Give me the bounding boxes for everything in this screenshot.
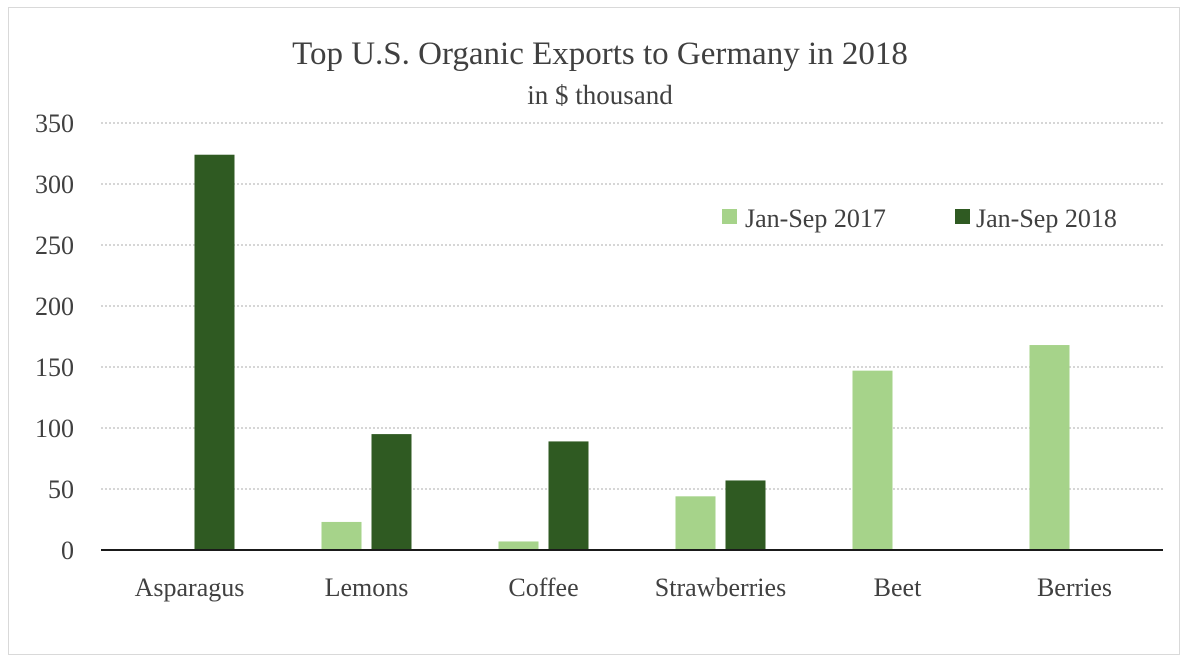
bar-2017 [498,541,539,550]
bar-2017 [852,370,893,550]
chart-subtitle: in $ thousand [527,80,673,110]
bar-2018 [548,441,589,550]
x-tick-label: Strawberries [655,573,786,602]
chart-title: Top U.S. Organic Exports to Germany in 2… [292,36,908,72]
y-tick-label: 350 [35,109,74,138]
x-tick-label: Berries [1037,573,1112,602]
y-tick-label: 300 [35,170,74,199]
legend-label-2017: Jan-Sep 2017 [745,204,886,233]
x-tick-label: Beet [874,573,922,602]
legend: Jan-Sep 2017 Jan-Sep 2018 [722,204,1117,233]
y-axis-ticks: 0 50 100 150 200 250 300 350 [35,109,74,565]
x-tick-label: Asparagus [135,573,245,602]
legend-label-2018: Jan-Sep 2018 [976,204,1117,233]
bar-2017 [1029,345,1070,550]
x-tick-label: Lemons [325,573,409,602]
gridlines [101,122,1163,490]
bar-2018 [371,434,412,550]
legend-swatch-2018 [955,209,970,224]
bar-2017 [321,521,362,550]
bar-2017 [675,496,716,550]
y-tick-label: 250 [35,231,74,260]
bars [194,154,1070,550]
y-tick-label: 150 [35,353,74,382]
x-tick-label: Coffee [508,573,578,602]
y-tick-label: 100 [35,414,74,443]
y-tick-label: 200 [35,292,74,321]
bar-2018 [194,154,235,550]
legend-swatch-2017 [722,209,737,224]
x-axis-ticks: Asparagus Lemons Coffee Strawberries Beet Ber… [135,573,1112,602]
bar-2018 [725,480,766,550]
y-tick-label: 0 [61,536,74,565]
y-tick-label: 50 [48,475,74,504]
